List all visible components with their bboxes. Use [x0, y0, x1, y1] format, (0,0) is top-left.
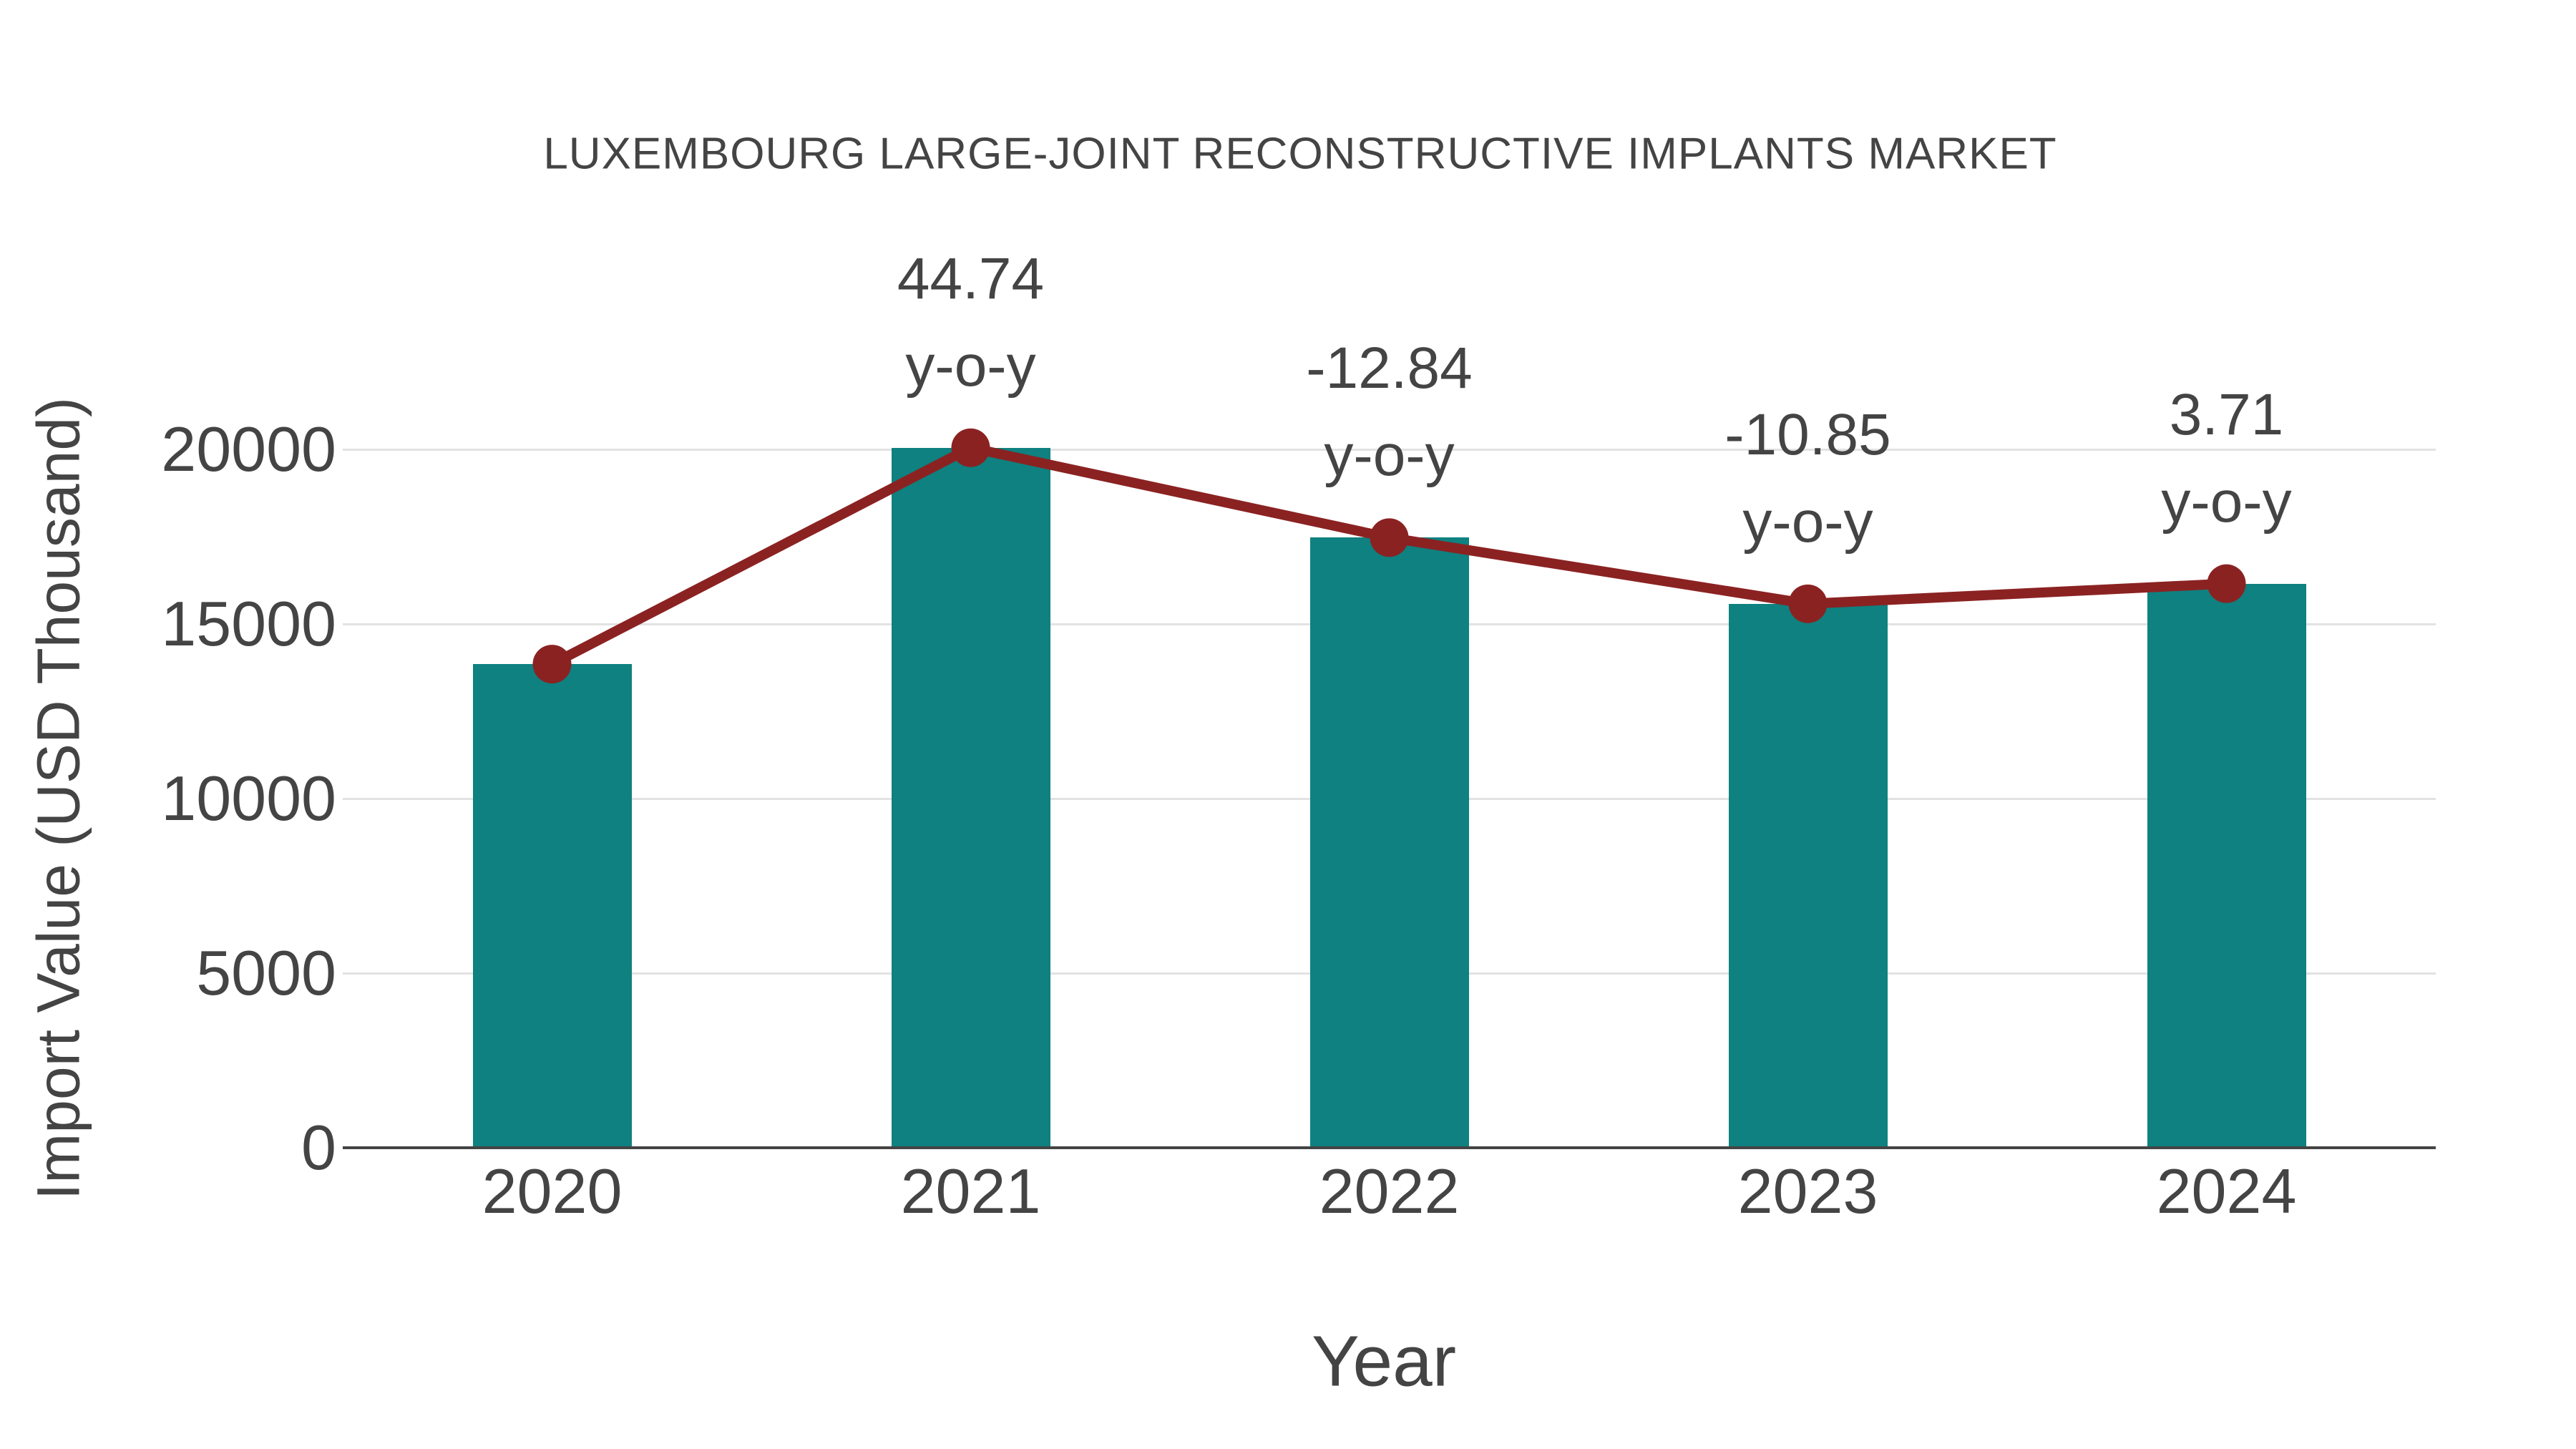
- trend-marker: [1370, 518, 1409, 557]
- x-tick-label: 2021: [900, 1156, 1041, 1226]
- y-tick-label: 0: [301, 1112, 336, 1183]
- yoy-annotation: -10.85 y-o-y: [1724, 391, 1891, 566]
- x-tick-label: 2022: [1319, 1156, 1460, 1226]
- trend-markers: [532, 428, 2246, 684]
- yoy-label: y-o-y: [1742, 489, 1873, 555]
- bar: [1728, 603, 1888, 1148]
- x-tick-label: 2020: [482, 1156, 623, 1226]
- trend-marker: [1788, 584, 1828, 623]
- bar: [2147, 583, 2306, 1148]
- y-tick-label: 15000: [161, 588, 336, 659]
- yoy-value: -12.84: [1306, 336, 1473, 401]
- yoy-annotation: 44.74 y-o-y: [897, 235, 1044, 410]
- yoy-label: y-o-y: [2161, 469, 2292, 535]
- x-tick-label: 2024: [2156, 1156, 2297, 1226]
- trend-marker: [2207, 564, 2246, 603]
- chart-title: LUXEMBOURG LARGE-JOINT RECONSTRUCTIVE IM…: [543, 129, 2057, 179]
- yoy-value: 44.74: [897, 245, 1045, 311]
- y-tick-label: 10000: [161, 763, 336, 834]
- yoy-annotation: 3.71 y-o-y: [2161, 371, 2291, 546]
- yoy-annotation: -12.84 y-o-y: [1306, 325, 1473, 499]
- yoy-label: y-o-y: [905, 333, 1036, 399]
- trend-marker: [532, 645, 572, 684]
- x-tick-label: 2023: [1737, 1156, 1878, 1226]
- y-tick-label: 20000: [161, 414, 336, 484]
- yoy-value: 3.71: [2169, 381, 2284, 447]
- gridline: [343, 449, 2436, 451]
- bar: [1309, 537, 1469, 1148]
- bar: [472, 664, 632, 1148]
- yoy-label: y-o-y: [1324, 423, 1455, 489]
- yoy-value: -10.85: [1724, 401, 1891, 467]
- trend-marker: [951, 428, 990, 467]
- y-tick-label: 5000: [196, 937, 336, 1008]
- bar: [891, 447, 1050, 1148]
- x-axis-title: Year: [1311, 1321, 1457, 1402]
- x-axis-line: [343, 1146, 2436, 1149]
